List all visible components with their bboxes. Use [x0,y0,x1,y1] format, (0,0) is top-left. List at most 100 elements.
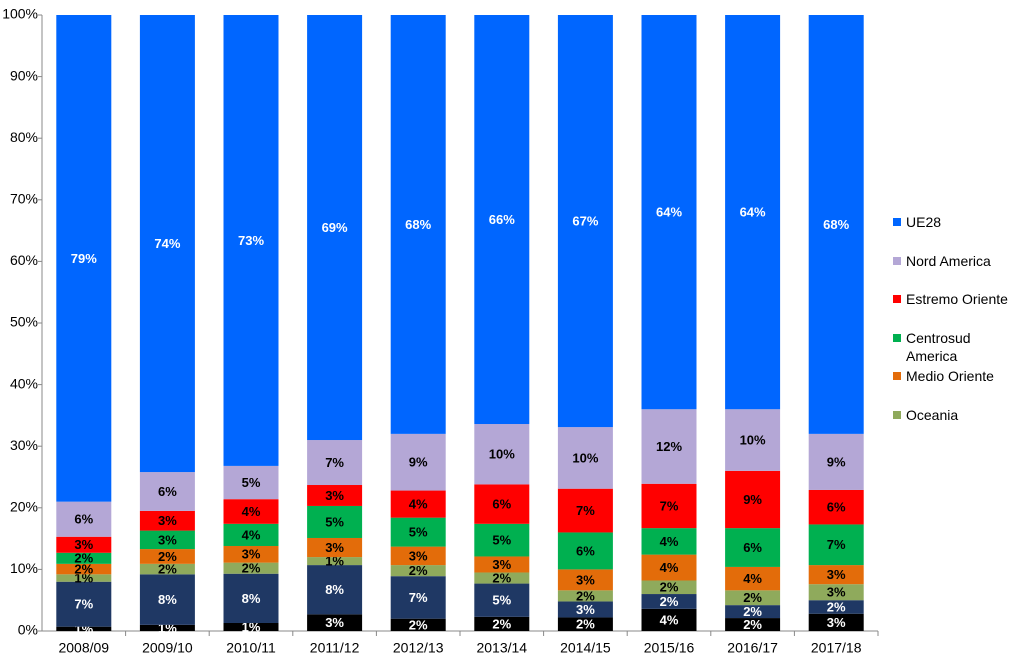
data-label: 3% [325,615,344,630]
legend-swatch [893,333,901,342]
data-label: 64% [740,205,766,220]
legend-item: UE28 [893,213,1018,252]
bar-segment [474,583,530,617]
y-tick-label: 40% [10,375,38,391]
bar-segment [474,523,530,557]
data-label: 9% [409,455,428,470]
bar-segment [307,537,363,558]
y-tick-label: 30% [10,437,38,453]
bar-segment [307,15,363,441]
x-tick-label: 2008/09 [58,640,109,656]
y-tick-label: 50% [10,314,38,330]
data-label: 68% [823,217,849,232]
bar-segment [474,572,530,584]
data-label: 8% [158,592,177,607]
bar-segment [139,15,195,473]
data-label: 7% [660,498,679,513]
bar-segment [223,545,279,563]
bar-segment [641,528,697,555]
bar-segment [390,565,446,577]
bar-segment [307,440,363,486]
bar-segment [474,556,530,573]
data-label: 6% [576,543,595,558]
bar-segment [390,490,446,518]
x-tick-label: 2014/15 [560,640,611,656]
data-label: 1% [242,619,261,634]
data-label: 2% [743,604,762,619]
x-tick-label: 2011/12 [310,640,360,656]
legend-label: Nord America [906,252,991,269]
data-label: 64% [656,205,682,220]
bar-segment [223,499,279,524]
data-label: 3% [827,567,846,582]
data-label: 5% [325,514,344,529]
x-tick-label: 2013/14 [476,640,527,656]
bar-segment [557,590,613,602]
data-label: 3% [158,532,177,547]
bar-segment [557,617,613,631]
bar-segment [641,554,697,581]
data-label: 6% [158,484,177,499]
bar-segment [223,465,279,500]
legend-swatch [893,372,901,380]
data-label: 67% [572,213,598,228]
bar-segment [307,614,363,631]
data-label: 8% [325,582,344,597]
data-label: 2% [409,617,428,632]
legend-item: Estremo Oriente [893,290,1018,329]
data-label: 7% [409,590,428,605]
data-label: 9% [827,454,846,469]
data-label: 2% [492,570,511,585]
bar-segment [808,15,864,434]
data-label: 4% [660,560,679,575]
bar-segment [307,565,363,615]
bar-segment [641,580,697,595]
data-label: 3% [576,572,595,587]
data-label: 4% [660,534,679,549]
bar-segment [808,600,864,614]
bar-segment [474,616,530,631]
bar-segment [390,576,446,619]
bar-segment [725,566,781,591]
data-label: 74% [154,236,180,251]
data-label: 3% [827,585,846,600]
data-label: 3% [576,602,595,617]
data-label: 2% [74,551,93,566]
bar-segment [557,601,613,618]
legend-item: Centrosud America [893,329,1018,368]
legend-label: Oceania [906,406,959,423]
bar-segment [390,546,446,566]
y-tick-label: 90% [10,67,38,83]
bar-segment [56,15,112,502]
x-tick-label: 2009/10 [142,640,193,656]
data-label: 6% [827,500,846,515]
y-tick-label: 0% [18,622,38,638]
data-label: 10% [740,432,766,447]
bar-segment [725,528,781,567]
data-label: 4% [743,571,762,586]
y-tick-label: 100% [2,6,38,22]
data-label: 3% [325,488,344,503]
bar-segment [307,557,363,566]
bar-segment [474,424,530,485]
data-label: 3% [409,548,428,563]
data-label: 7% [576,503,595,518]
bar-segment [139,472,195,511]
bar-segment [307,485,363,506]
data-label: 3% [492,557,511,572]
bar-segment [390,517,446,547]
data-label: 2% [660,580,679,595]
legend-label: Estremo Oriente [906,291,1008,307]
data-label: 5% [492,533,511,548]
y-tick-label: 60% [10,252,38,268]
data-label: 2% [743,590,762,605]
bar-segment [139,563,195,575]
legend-label: Medio Oriente [906,368,994,384]
data-label: 7% [827,537,846,552]
data-label: 68% [405,217,431,232]
data-label: 2% [158,549,177,564]
data-label: 66% [489,212,515,227]
legend-swatch [893,256,901,265]
